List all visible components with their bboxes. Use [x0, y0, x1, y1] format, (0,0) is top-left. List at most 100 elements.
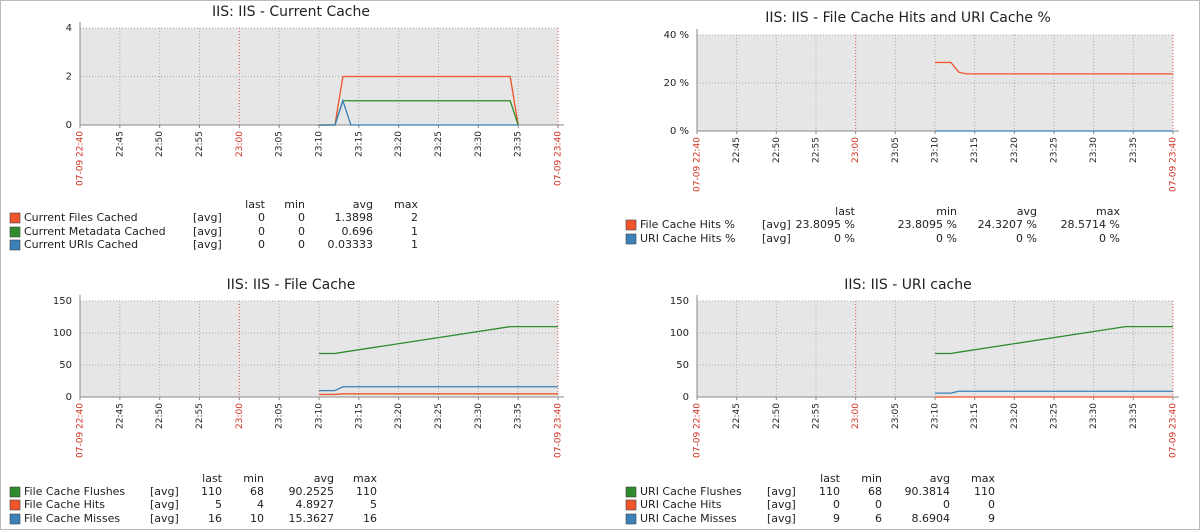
x-tick-label: 23:05	[891, 137, 901, 163]
legend-stat: 110	[201, 485, 222, 498]
legend-name: Current Files Cached	[24, 211, 138, 224]
legend-swatch	[9, 226, 21, 238]
legend-header: last	[835, 205, 856, 218]
legend-stat: 110	[974, 485, 995, 498]
x-tick-label: 23:35	[514, 403, 524, 429]
legend-header: min	[936, 205, 957, 218]
legend-name: Current Metadata Cached	[24, 225, 166, 238]
x-tick-label: 07-09 22:40	[76, 403, 86, 458]
legend-stat: 6	[875, 512, 882, 525]
x-tick-label: 22:50	[155, 403, 165, 429]
x-tick-label: 07-09 23:40	[554, 403, 564, 458]
x-tick-label: 23:00	[235, 131, 245, 157]
x-tick-label: 22:50	[772, 137, 782, 163]
legend-header: min	[284, 198, 305, 211]
legend-name: File Cache Flushes	[24, 485, 125, 498]
x-tick-label: 23:25	[1050, 403, 1060, 429]
legend-stat: 1	[411, 238, 418, 251]
x-tick-label: 07-09 23:40	[1169, 137, 1179, 192]
x-tick-label: 23:25	[1050, 137, 1060, 163]
legend-swatch	[9, 513, 21, 525]
legend-stat: 8.6904	[912, 512, 951, 525]
chart-title: IIS: IIS - File Cache Hits and URI Cache…	[765, 10, 1051, 26]
legend-stat: 15.3627	[289, 512, 335, 525]
legend-name: URI Cache Hits %	[640, 232, 735, 245]
legend-stat: 0	[298, 211, 305, 224]
x-tick-label: 22:50	[772, 403, 782, 429]
y-tick-label: 0	[683, 392, 689, 403]
x-tick-label: 22:45	[115, 131, 125, 157]
legend-stat: 9	[988, 512, 995, 525]
y-tick-label: 50	[676, 360, 689, 371]
legend-header: min	[861, 472, 882, 485]
chart-title: IIS: IIS - Current Cache	[212, 4, 370, 20]
x-tick-label: 23:30	[474, 131, 484, 157]
legend-swatch	[625, 219, 637, 231]
series-line	[935, 325, 1173, 355]
legend-stat: 1	[411, 225, 418, 238]
x-tick-label: 23:00	[851, 137, 861, 163]
legend-swatch	[625, 233, 637, 245]
y-tick-label: 2	[66, 72, 72, 83]
legend-stat: 9	[833, 512, 840, 525]
legend-stat: 16	[208, 512, 222, 525]
series-line	[935, 61, 1173, 75]
legend-header: last	[820, 472, 841, 485]
x-tick-label: 23:20	[394, 403, 404, 429]
legend-header: last	[245, 198, 266, 211]
legend-stat: 0 %	[834, 232, 855, 245]
x-tick-label: 23:10	[931, 403, 941, 429]
legend-func: [avg]	[150, 485, 179, 498]
legend-stat: 23.8095 %	[796, 218, 855, 231]
x-tick-label: 23:15	[354, 403, 364, 429]
x-tick-label: 23:25	[434, 131, 444, 157]
x-tick-label: 23:35	[514, 131, 524, 157]
legend-stat: 0	[988, 498, 995, 511]
legend-func: [avg]	[150, 512, 179, 525]
legend-name: URI Cache Flushes	[640, 485, 742, 498]
legend-name: URI Cache Misses	[640, 512, 737, 525]
legend-func: [avg]	[762, 218, 791, 231]
x-tick-label: 22:45	[732, 137, 742, 163]
x-tick-label: 22:45	[115, 403, 125, 429]
legend-stat: 0	[258, 225, 265, 238]
legend-stat: 0	[943, 498, 950, 511]
legend-header: avg	[1017, 205, 1037, 218]
x-tick-label: 22:50	[155, 131, 165, 157]
legend-name: URI Cache Hits	[640, 498, 722, 511]
legend-stat: 0	[298, 225, 305, 238]
x-tick-label: 23:10	[315, 131, 325, 157]
x-tick-label: 23:30	[1089, 403, 1099, 429]
legend-stat: 16	[363, 512, 377, 525]
legend-stat: 0.03333	[328, 238, 374, 251]
legend-header: avg	[314, 472, 334, 485]
legend-func: [avg]	[767, 512, 796, 525]
legend-swatch	[9, 212, 21, 224]
legend-swatch	[9, 486, 21, 498]
legend-header: max	[1096, 205, 1120, 218]
legend-swatch	[9, 239, 21, 251]
x-tick-label: 07-09 23:40	[554, 131, 564, 186]
legend-stat: 0 %	[936, 232, 957, 245]
legend-stat: 24.3207 %	[978, 218, 1037, 231]
legend-func: [avg]	[193, 238, 222, 251]
legend-stat: 0.696	[342, 225, 374, 238]
legend-stat: 0	[258, 211, 265, 224]
x-tick-label: 22:55	[195, 131, 205, 157]
y-tick-label: 150	[53, 296, 72, 307]
x-tick-label: 23:35	[1129, 403, 1139, 429]
legend-stat: 0	[298, 238, 305, 251]
legend-name: File Cache Hits %	[640, 218, 735, 231]
y-tick-label: 0	[66, 392, 72, 403]
x-tick-label: 22:55	[195, 403, 205, 429]
legend-header: max	[394, 198, 418, 211]
y-tick-label: 100	[53, 328, 72, 339]
y-tick-label: 150	[670, 296, 689, 307]
legend-func: [avg]	[767, 485, 796, 498]
legend-func: [avg]	[193, 225, 222, 238]
legend-stat: 23.8095 %	[898, 218, 957, 231]
x-tick-label: 23:00	[851, 403, 861, 429]
x-tick-label: 23:05	[275, 403, 285, 429]
x-tick-label: 23:20	[1010, 137, 1020, 163]
